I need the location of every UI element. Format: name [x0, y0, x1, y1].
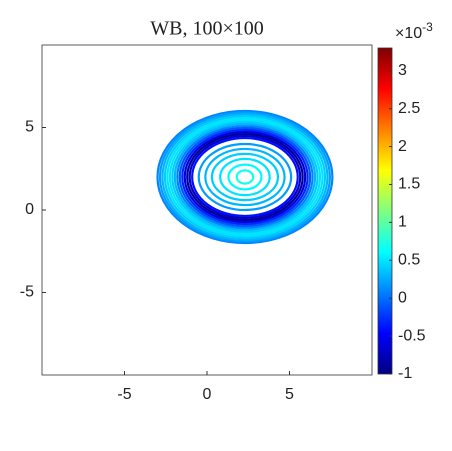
plot-area [156, 109, 334, 245]
y-tick-label: -5 [20, 284, 34, 301]
contour-line [156, 109, 334, 245]
colorbar-tick-label: 1 [398, 214, 407, 231]
x-tick-label: 5 [285, 386, 294, 403]
contour-line [191, 136, 299, 218]
contour-line [176, 125, 314, 229]
contour-line [188, 134, 302, 220]
colorbar-tick-label: 2.5 [398, 100, 420, 117]
contour-line [173, 123, 317, 231]
contour-line [168, 119, 322, 235]
colorbar-tick-label: -0.5 [398, 327, 426, 344]
contour-line [210, 152, 280, 202]
contour-line [235, 169, 255, 185]
x-tick-label: -5 [117, 386, 131, 403]
contour-line [219, 157, 271, 197]
contour-line [178, 127, 312, 227]
x-tick-label: 0 [203, 386, 212, 403]
contour-line [197, 142, 293, 212]
colorbar-tick-label: 0.5 [398, 251, 420, 268]
contour-line [166, 117, 324, 237]
y-tick-label: 5 [25, 119, 34, 136]
contour-line [158, 111, 332, 243]
colorbar-tick-label: 0 [398, 289, 407, 306]
contour-line [186, 133, 304, 222]
scale-base: ×10 [395, 25, 422, 42]
colorbar: -1 -0.5 0 0.5 1 1.5 2 2.5 3 [377, 47, 426, 382]
contour-line [183, 131, 307, 223]
contour-line [204, 147, 286, 207]
contour-line [163, 115, 327, 239]
contour-line [171, 121, 319, 233]
colorbar-tick-label: -1 [398, 365, 412, 382]
colorbar-tick-label: 2 [398, 138, 407, 155]
y-tick-label: 0 [25, 201, 34, 218]
contour-line [161, 113, 329, 241]
colorbar-tick-label: 3 [398, 62, 407, 79]
chart-title: WB, 100×100 [150, 18, 264, 40]
contour-line [227, 163, 263, 191]
colorbar-fill [377, 47, 393, 375]
contour-line [181, 129, 309, 225]
scale-exponent: -3 [422, 20, 433, 34]
colorbar-scale: ×10-3 [395, 20, 433, 42]
colorbar-tick-label: 1.5 [398, 176, 420, 193]
